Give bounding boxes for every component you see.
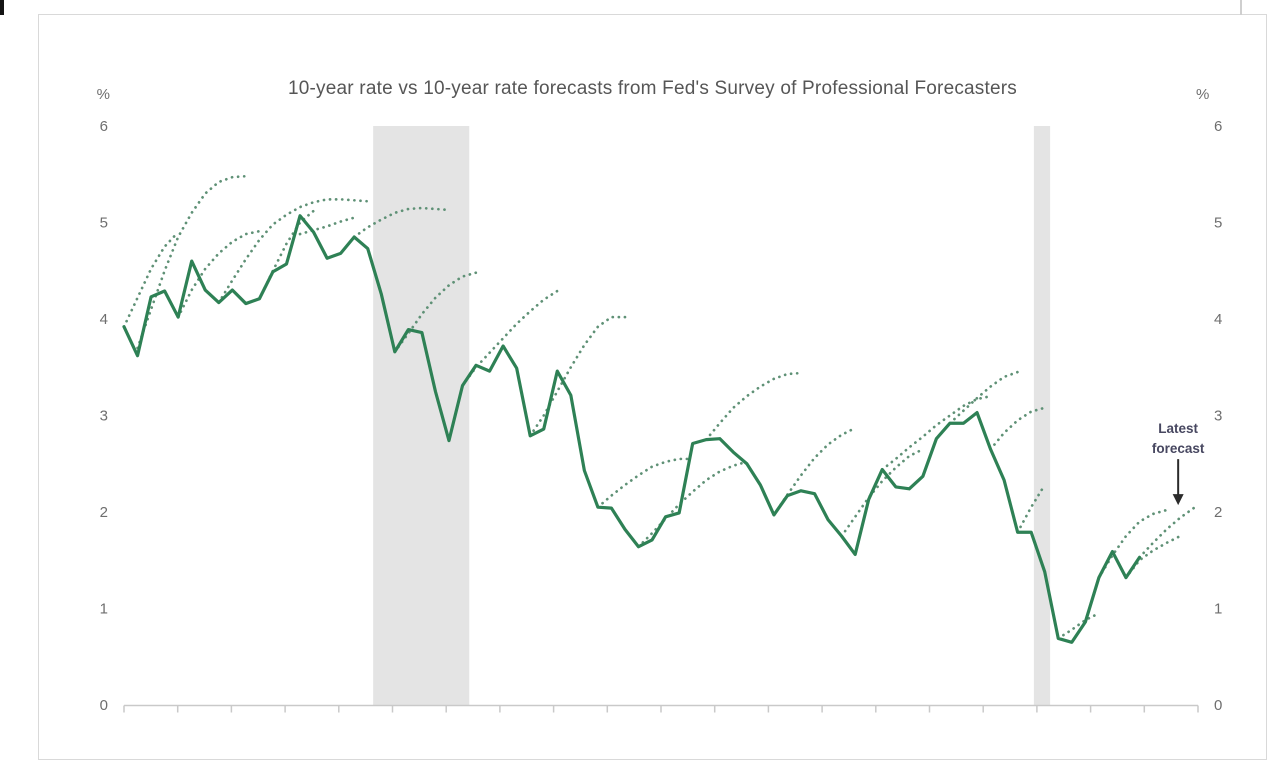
y-axis-label-left: 0 xyxy=(100,697,108,714)
y-axis-label-right: 0 xyxy=(1214,697,1222,714)
latest-forecast-branch xyxy=(1138,506,1196,559)
latest-forecast-annotation-text: forecast xyxy=(1152,441,1205,456)
latest-forecast-annotation-text: Latest xyxy=(1158,421,1198,436)
page-corner-mark xyxy=(0,0,4,15)
y-axis-label-left: 1 xyxy=(100,601,108,618)
forecast-branch xyxy=(352,206,451,239)
y-axis-unit-right: % xyxy=(1196,86,1209,103)
forecast-branch xyxy=(461,289,559,387)
y-axis-label-right: 4 xyxy=(1214,311,1222,328)
forecast-branch xyxy=(1056,611,1101,640)
forecast-branch xyxy=(528,315,627,438)
forecast-branch xyxy=(989,406,1047,451)
annotation-arrow-head xyxy=(1172,494,1184,506)
forecast-branch xyxy=(122,230,180,329)
forecast-branch xyxy=(176,229,261,319)
y-axis-label-right: 5 xyxy=(1214,215,1222,232)
rate-forecast-chart: 0 0 1 1 2 2 3 3 4 4 5 5 6 6% % Latest forecast xyxy=(97,86,1223,714)
forecast-branch xyxy=(948,370,1019,425)
actual-rate-line xyxy=(122,214,1142,644)
forecast-branch xyxy=(840,447,925,538)
chart-title: 10-year rate vs 10-year rate forecasts f… xyxy=(288,78,1017,99)
forecast-branch xyxy=(258,209,315,301)
chart-card: 10-year rate vs 10-year rate forecasts f… xyxy=(38,14,1267,760)
y-axis-label-right: 6 xyxy=(1214,118,1222,135)
forecast-branch xyxy=(217,197,370,304)
forecast-branch xyxy=(393,271,478,354)
y-axis-label-right: 2 xyxy=(1214,504,1222,521)
y-axis-label-left: 2 xyxy=(100,504,108,521)
y-axis-unit-left: % xyxy=(97,86,110,103)
forecast-branch xyxy=(637,460,749,549)
forecast-branch xyxy=(596,457,695,509)
forecast-branch xyxy=(880,394,992,471)
recession-band xyxy=(1033,126,1051,705)
y-axis-label-right: 3 xyxy=(1214,408,1222,425)
y-axis-label-left: 5 xyxy=(100,215,108,232)
y-axis-label-right: 1 xyxy=(1214,601,1222,618)
forecast-branch xyxy=(772,426,857,517)
recession-band xyxy=(373,126,470,705)
forecast-branch xyxy=(1124,534,1182,579)
y-axis-label-left: 3 xyxy=(100,408,108,425)
y-axis-label-left: 6 xyxy=(100,118,108,135)
top-edge-divider xyxy=(1240,0,1242,15)
forecast-branch xyxy=(704,371,803,441)
y-axis-label-left: 4 xyxy=(100,311,108,328)
